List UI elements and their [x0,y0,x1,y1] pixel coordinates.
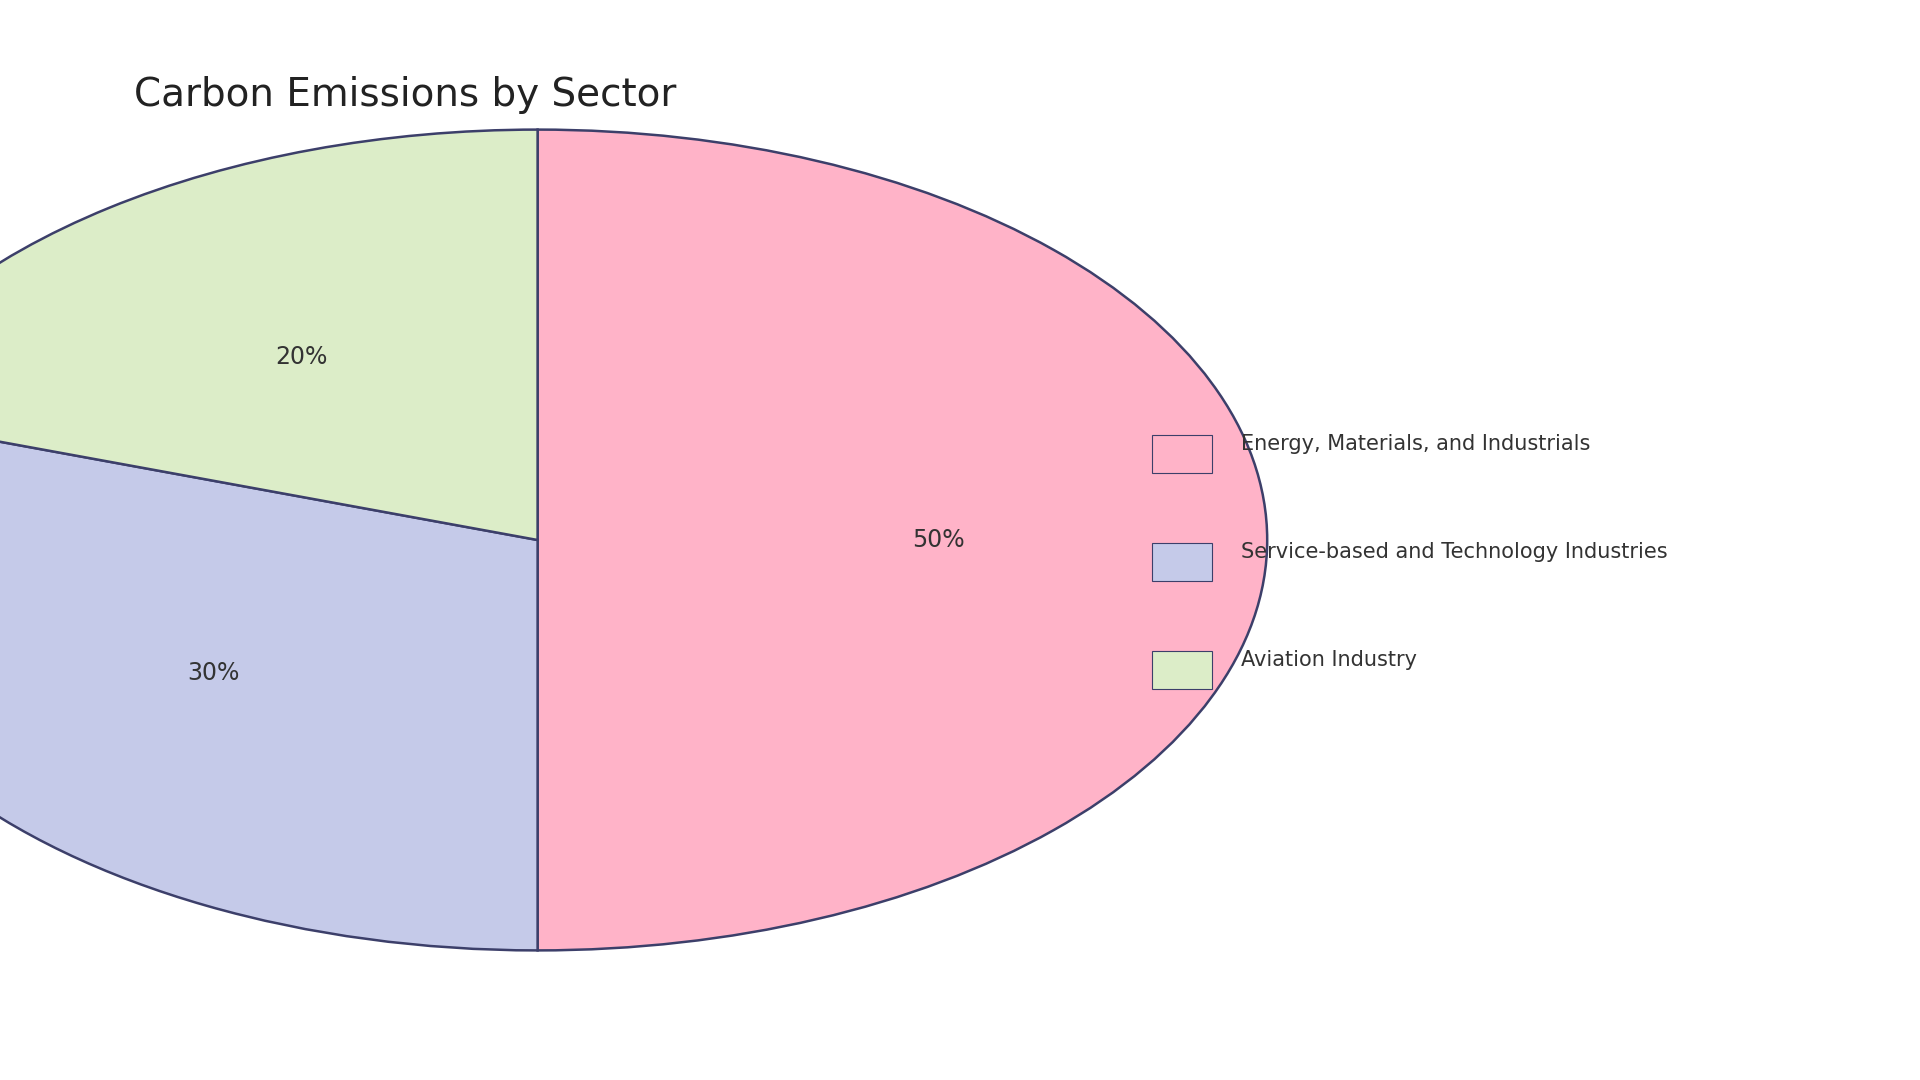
Text: Service-based and Technology Industries: Service-based and Technology Industries [1240,542,1668,563]
Text: Energy, Materials, and Industrials: Energy, Materials, and Industrials [1240,434,1590,455]
Text: 50%: 50% [912,528,966,552]
Text: Carbon Emissions by Sector: Carbon Emissions by Sector [134,76,676,113]
Text: Aviation Industry: Aviation Industry [1240,650,1417,671]
Bar [1152,434,1213,473]
Text: 30%: 30% [186,661,240,685]
Bar [1152,650,1213,689]
Wedge shape [0,130,538,540]
Wedge shape [538,130,1267,950]
Text: 20%: 20% [276,346,328,369]
Wedge shape [0,414,538,950]
Bar [1152,542,1213,581]
